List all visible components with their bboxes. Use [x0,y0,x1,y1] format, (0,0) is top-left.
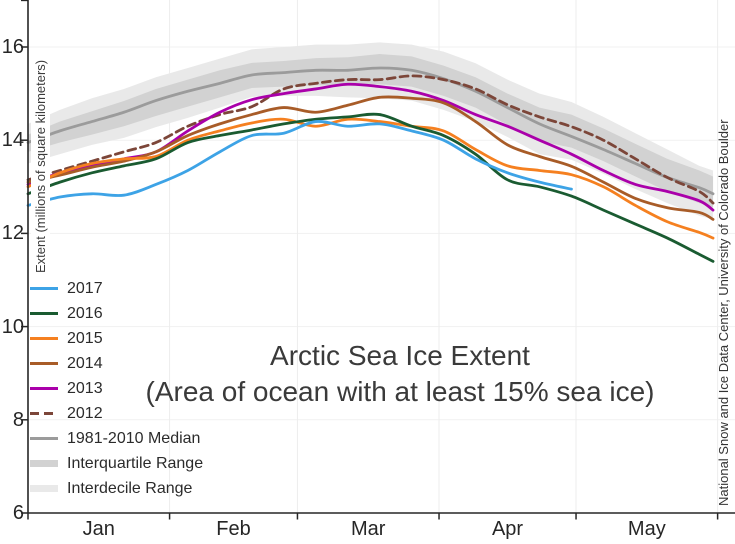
series-line-1981-2010-median [26,66,715,196]
series-line-2015 [26,117,715,240]
legend-item-2013[interactable]: 2013 [30,376,203,401]
data-center-credit: National Snow and Ice Data Center, Unive… [716,119,731,506]
legend-item-interdecile-range[interactable]: Interdecile Range [30,476,203,501]
legend-swatch [30,412,58,415]
legend-item-2016[interactable]: 2016 [30,301,203,326]
x-tick-label-feb: Feb [216,518,251,540]
legend-label: Interquartile Range [67,454,204,472]
legend-label: 2017 [67,279,103,297]
legend-swatch [30,362,58,365]
y-axis-title: Extent (millions of square kilometers) [31,54,50,278]
chart-title: Arctic Sea Ice Extent [270,340,530,371]
legend-swatch [30,485,58,492]
legend-swatch [30,437,58,440]
interquartile-range-band [28,53,714,208]
legend-label: 2015 [67,329,103,347]
legend-label: 2016 [67,304,103,322]
legend-item-1981-2010-median[interactable]: 1981-2010 Median [30,426,203,451]
legend-item-2014[interactable]: 2014 [30,351,203,376]
legend-swatch [30,387,58,390]
chart-subtitle: (Area of ocean with at least 15% sea ice… [145,376,655,407]
y-tick-label-10: 10 [1,315,24,338]
series-line-2017 [26,120,573,207]
legend-swatch [30,337,58,340]
legend-label: Interdecile Range [67,479,193,497]
legend-swatch [30,287,58,290]
y-tick-label-14: 14 [1,129,24,152]
legend-swatch [30,460,58,467]
y-tick-label-6: 6 [12,502,24,524]
legend-label: 2014 [67,354,103,372]
series-line-2012 [26,74,715,205]
y-tick-label-12: 12 [1,222,24,245]
chart-legend: 2017 2016 2015 2014 2013 2012 1981-2010 Median… [30,276,203,501]
x-tick-label-jan: Jan [82,518,115,540]
x-tick-label-apr: Apr [491,518,524,540]
legend-label: 1981-2010 Median [67,429,201,447]
x-tick-label-mar: Mar [351,518,386,540]
legend-item-2017[interactable]: 2017 [30,276,203,301]
legend-swatch [30,312,58,315]
series-line-2016 [26,112,715,263]
y-tick-label-16: 16 [1,36,24,58]
legend-item-2012[interactable]: 2012 [30,401,203,426]
legend-item-interquartile-range[interactable]: Interquartile Range [30,451,203,476]
series-line-2014 [26,95,715,221]
legend-label: 2012 [67,404,103,422]
x-tick-label-may: May [627,518,666,540]
y-tick-label-8: 8 [12,408,24,431]
legend-label: 2013 [67,379,103,397]
legend-item-2015[interactable]: 2015 [30,326,203,351]
